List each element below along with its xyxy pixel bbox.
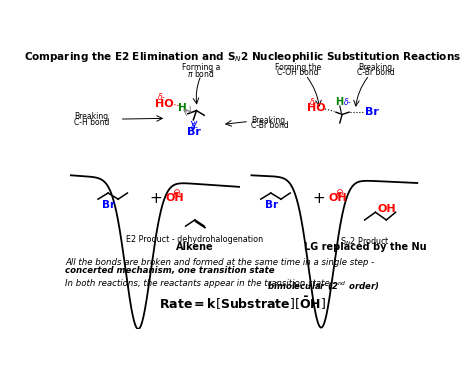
Text: C-OH bond: C-OH bond xyxy=(277,68,319,77)
Text: All the bonds are broken and formed at the same time in a single step -: All the bonds are broken and formed at t… xyxy=(65,259,375,268)
Text: In both reactions, the reactants appear in the transition state -: In both reactions, the reactants appear … xyxy=(65,279,336,288)
Text: $\delta$-: $\delta$- xyxy=(157,91,166,102)
Text: Br: Br xyxy=(365,107,379,117)
Text: $\mathbf{Rate = k\left[Substrate\right]\left[\bar{O}H\right]}$: $\mathbf{Rate = k\left[Substrate\right]\… xyxy=(159,295,327,313)
Text: C-H bond: C-H bond xyxy=(74,118,109,127)
Text: OH: OH xyxy=(328,194,347,204)
Text: Comparing the E2 Elimination and S$_N$2 Nucleophilic Substitution Reactions: Comparing the E2 Elimination and S$_N$2 … xyxy=(24,50,462,64)
Text: Breaking: Breaking xyxy=(251,116,285,125)
Text: $\ominus$: $\ominus$ xyxy=(335,187,345,198)
Text: OH: OH xyxy=(377,204,396,214)
Text: OH: OH xyxy=(165,194,184,204)
Text: $\delta$-: $\delta$- xyxy=(343,96,352,107)
Text: Breaking: Breaking xyxy=(358,63,392,72)
Text: H: H xyxy=(178,103,187,113)
Text: LG replaced by the Nu: LG replaced by the Nu xyxy=(304,242,427,252)
Text: Alkene: Alkene xyxy=(176,242,214,252)
Text: Br: Br xyxy=(102,200,115,210)
Text: Br: Br xyxy=(187,127,201,137)
Text: HO: HO xyxy=(307,103,326,113)
Text: bimolecular (2$^{nd}$ order): bimolecular (2$^{nd}$ order) xyxy=(267,279,380,293)
Text: $\pi$ bond: $\pi$ bond xyxy=(187,68,215,79)
Text: Forming the: Forming the xyxy=(275,63,321,72)
Text: E2 Product - dehydrohalogenation: E2 Product - dehydrohalogenation xyxy=(126,235,264,244)
Text: C-Br bond: C-Br bond xyxy=(356,68,394,77)
Text: $\delta$-: $\delta$- xyxy=(309,96,318,107)
Text: +: + xyxy=(150,191,163,206)
Text: concerted mechanism, one transition state: concerted mechanism, one transition stat… xyxy=(65,266,275,275)
Text: HO: HO xyxy=(155,99,173,109)
Text: +: + xyxy=(312,191,325,206)
Text: $\ominus$: $\ominus$ xyxy=(173,187,182,198)
Text: C-Br bond: C-Br bond xyxy=(251,121,289,130)
Text: Breaking: Breaking xyxy=(75,112,109,121)
Text: Forming a: Forming a xyxy=(182,63,220,72)
Text: S$_N$2 Product: S$_N$2 Product xyxy=(340,235,390,248)
Text: Br: Br xyxy=(265,200,278,210)
Text: H: H xyxy=(335,97,343,107)
Text: $\delta$-: $\delta$- xyxy=(190,121,199,131)
